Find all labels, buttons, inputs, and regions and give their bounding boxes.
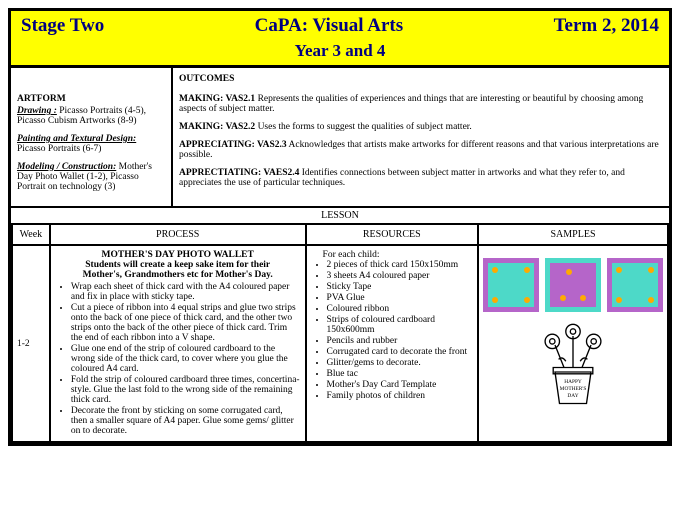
sample-flowerpot-icon: HAPPY MOTHER'S DAY [528, 318, 618, 408]
list-item: Mother's Day Card Template [327, 380, 473, 390]
term-label: Term 2, 2014 [554, 15, 659, 37]
resources-lead: For each child: [311, 250, 473, 260]
col-week: Week [12, 224, 50, 245]
col-samples: SAMPLES [478, 224, 668, 245]
svg-text:MOTHER'S: MOTHER'S [560, 386, 587, 392]
stage-label: Stage Two [21, 15, 104, 37]
info-section: ARTFORM Drawing : Picasso Portraits (4-5… [11, 65, 669, 206]
o1-label: MAKING: VAS2.1 [179, 94, 255, 104]
header-banner: Stage Two CaPA: Visual Arts Term 2, 2014… [11, 11, 669, 65]
outcomes-heading: OUTCOMES [179, 74, 663, 84]
o2-text: Uses the forms to suggest the qualities … [255, 122, 472, 132]
process-title: MOTHER'S DAY PHOTO WALLET [55, 250, 301, 260]
list-item: Wrap each sheet of thick card with the A… [71, 282, 301, 302]
list-item: Fold the strip of coloured cardboard thr… [71, 375, 301, 405]
process-subtitle: Students will create a keep sake item fo… [55, 260, 301, 282]
svg-text:DAY: DAY [567, 393, 578, 399]
list-item: Cut a piece of ribbon into 4 equal strip… [71, 303, 301, 343]
svg-text:HAPPY: HAPPY [564, 379, 582, 385]
process-list: Wrap each sheet of thick card with the A… [55, 282, 301, 436]
list-item: Glitter/gems to decorate. [327, 358, 473, 368]
list-item: PVA Glue [327, 293, 473, 303]
process-cell: MOTHER'S DAY PHOTO WALLET Students will … [50, 245, 306, 442]
table-row: 1-2 MOTHER'S DAY PHOTO WALLET Students w… [12, 245, 668, 442]
artform-heading: ARTFORM [17, 94, 165, 104]
list-item: Decorate the front by sticking on some c… [71, 406, 301, 436]
table-header-row: Week PROCESS RESOURCES SAMPLES [12, 224, 668, 245]
list-item: Coloured ribbon [327, 304, 473, 314]
col-process: PROCESS [50, 224, 306, 245]
resources-list: 2 pieces of thick card 150x150mm3 sheets… [311, 260, 473, 401]
list-item: Strips of coloured cardboard 150x600mm [327, 315, 473, 335]
week-cell: 1-2 [12, 245, 50, 442]
list-item: Glue one end of the strip of coloured ca… [71, 344, 301, 374]
lesson-table: Week PROCESS RESOURCES SAMPLES 1-2 MOTHE… [11, 223, 669, 443]
list-item: 3 sheets A4 coloured paper [327, 271, 473, 281]
list-item: Blue tac [327, 369, 473, 379]
resources-cell: For each child: 2 pieces of thick card 1… [306, 245, 478, 442]
painting-text: Picasso Portraits (6-7) [17, 144, 101, 154]
list-item: Family photos of children [327, 391, 473, 401]
o4-label: APPRECTIATING: VAES2.4 [179, 168, 299, 178]
o2-label: MAKING: VAS2.2 [179, 122, 255, 132]
year-label: Year 3 and 4 [21, 41, 659, 61]
artform-cell: ARTFORM Drawing : Picasso Portraits (4-5… [11, 68, 173, 206]
drawing-label: Drawing : [17, 106, 57, 116]
modeling-label: Modeling / Construction: [17, 162, 116, 172]
list-item: Pencils and rubber [327, 336, 473, 346]
list-item: Corrugated card to decorate the front [327, 347, 473, 357]
col-resources: RESOURCES [306, 224, 478, 245]
list-item: Sticky Tape [327, 282, 473, 292]
lesson-heading: LESSON [11, 206, 669, 223]
o3-label: APPRECIATING: VAS2.3 [179, 140, 287, 150]
list-item: 2 pieces of thick card 150x150mm [327, 260, 473, 270]
title-label: CaPA: Visual Arts [255, 15, 403, 37]
samples-cell: HAPPY MOTHER'S DAY [478, 245, 668, 442]
painting-label: Painting and Textural Design: [17, 134, 136, 144]
sample-photo-wallet [483, 258, 663, 312]
document-frame: Stage Two CaPA: Visual Arts Term 2, 2014… [8, 8, 672, 446]
outcomes-cell: OUTCOMES MAKING: VAS2.1 Represents the q… [173, 68, 669, 206]
